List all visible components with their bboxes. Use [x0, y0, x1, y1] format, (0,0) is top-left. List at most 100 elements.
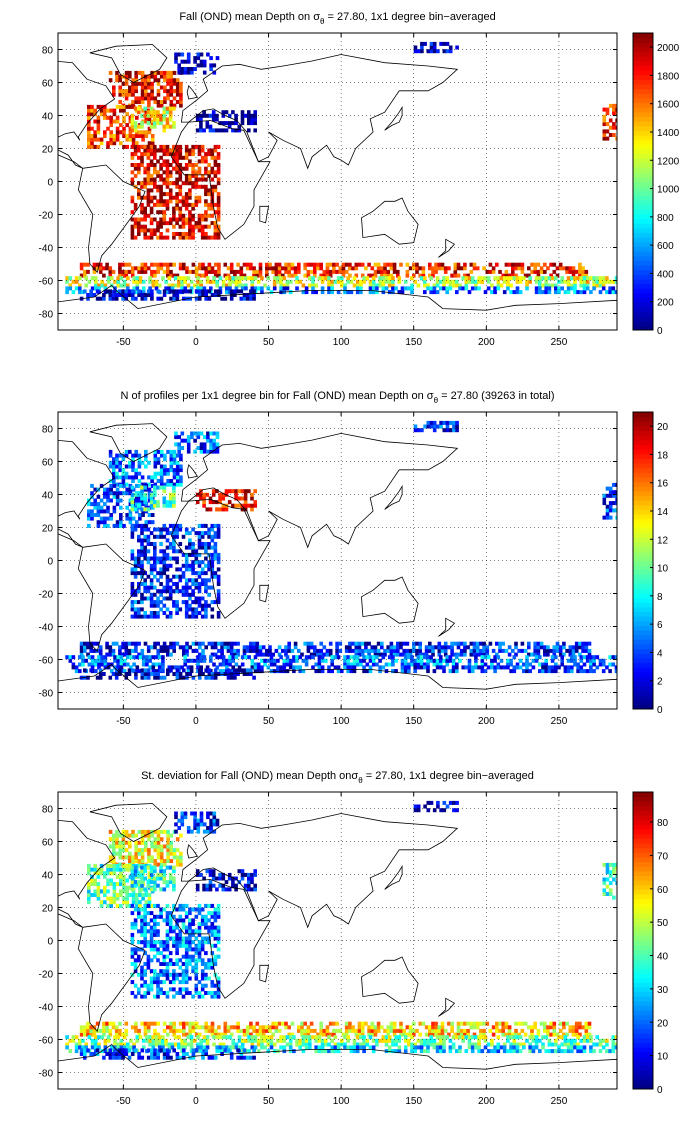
data-cell [269, 658, 274, 663]
data-cell [137, 232, 141, 236]
colorbar-tick-label: 8 [657, 592, 663, 603]
data-cell [184, 607, 189, 612]
data-cell [443, 652, 448, 657]
data-cell [200, 983, 205, 988]
data-cell [197, 903, 202, 908]
data-cell [156, 224, 160, 229]
data-cell [125, 144, 129, 149]
data-cell [165, 929, 170, 934]
data-cell [213, 228, 218, 233]
data-cell [135, 523, 139, 528]
data-cell [87, 863, 91, 868]
data-cell [153, 869, 157, 874]
data-cell [103, 283, 108, 288]
data-cell [122, 108, 126, 113]
data-cell [140, 571, 144, 576]
data-cell [576, 669, 580, 674]
data-cell [90, 491, 94, 496]
data-cell [175, 951, 179, 956]
data-cell [128, 487, 133, 492]
data-cell [210, 914, 215, 919]
data-cell [336, 669, 341, 674]
data-cell [121, 840, 126, 845]
data-cell [143, 578, 147, 583]
data-cell [615, 125, 617, 130]
data-cell [165, 574, 170, 579]
data-cell [156, 837, 161, 842]
data-cell [188, 947, 192, 952]
data-cell [311, 655, 315, 660]
data-cell [159, 911, 163, 916]
data-cell [472, 648, 477, 653]
data-cell [452, 428, 456, 433]
data-cell [234, 489, 238, 494]
data-cell [133, 925, 138, 930]
data-cell [86, 296, 90, 301]
colorbar-swatch [633, 490, 653, 497]
data-cell [184, 925, 189, 930]
data-cell [108, 675, 113, 680]
data-cell [159, 221, 163, 226]
data-cell [175, 589, 179, 594]
data-cell [234, 128, 238, 133]
data-cell [325, 269, 330, 274]
data-cell [140, 600, 144, 605]
data-cell [615, 493, 617, 498]
data-cell [608, 515, 613, 520]
data-cell [410, 286, 414, 291]
data-cell [143, 195, 147, 200]
data-cell [168, 958, 173, 963]
data-cell [598, 658, 603, 663]
data-cell [197, 148, 202, 153]
data-cell [169, 848, 174, 853]
data-cell [177, 826, 181, 830]
region-southern-ocean-southern-edge [71, 665, 617, 674]
data-cell [245, 668, 250, 673]
data-cell [172, 887, 176, 892]
data-cell [611, 655, 616, 660]
data-cell [106, 494, 110, 499]
data-cell [71, 665, 76, 670]
data-cell [237, 279, 242, 284]
data-cell [153, 600, 157, 605]
data-cell [415, 641, 419, 646]
data-cell [153, 943, 157, 948]
data-cell [168, 911, 173, 916]
data-cell [365, 669, 370, 674]
data-cell [550, 655, 555, 660]
data-cell [112, 844, 116, 849]
data-cell [111, 652, 116, 657]
data-cell [612, 482, 616, 487]
data-cell [172, 296, 176, 301]
data-cell [188, 592, 192, 597]
data-cell [368, 655, 373, 660]
data-cell [156, 289, 160, 294]
data-cell [458, 286, 462, 291]
data-cell [215, 665, 219, 670]
y-tick-label: 40 [42, 491, 54, 502]
data-cell [122, 878, 126, 883]
data-cell [153, 96, 158, 101]
data-cell [202, 113, 206, 118]
data-cell [121, 848, 126, 853]
data-cell [165, 184, 170, 189]
data-cell [140, 184, 144, 189]
data-cell [175, 925, 179, 930]
data-cell [194, 614, 199, 619]
data-cell [193, 815, 197, 820]
data-cell [568, 266, 573, 271]
data-cell [185, 641, 189, 646]
data-cell [211, 489, 216, 494]
data-cell [146, 668, 151, 673]
data-cell [550, 669, 555, 674]
data-cell [520, 269, 525, 274]
data-cell [156, 221, 160, 226]
data-cell [159, 296, 164, 301]
x-tick-label: 250 [551, 337, 568, 348]
data-cell [554, 669, 558, 674]
data-cell [156, 983, 160, 988]
data-cell [125, 893, 129, 897]
data-cell [322, 652, 327, 657]
data-cell [146, 965, 151, 970]
data-cell [253, 489, 257, 494]
